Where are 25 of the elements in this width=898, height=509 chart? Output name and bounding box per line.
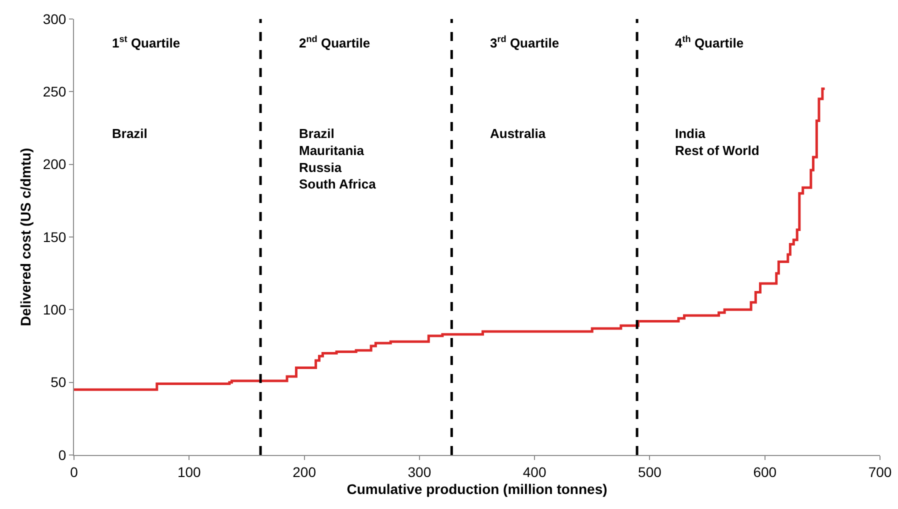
x-tick-label: 300 xyxy=(408,464,432,480)
annotation: Brazil Mauritania Russia South Africa xyxy=(299,126,377,192)
x-tick-label: 600 xyxy=(753,464,777,480)
y-axis-title: Delivered cost (US c/dmtu) xyxy=(17,148,34,326)
x-tick-label: 0 xyxy=(70,464,78,480)
y-tick-label: 150 xyxy=(42,228,66,245)
x-tick-label: 700 xyxy=(868,464,892,480)
y-tick-label: 50 xyxy=(50,374,66,390)
x-tick-label: 100 xyxy=(177,464,202,480)
x-tick-label: 200 xyxy=(292,464,316,480)
annotation: Brazil xyxy=(112,126,148,141)
y-tick-label: 300 xyxy=(42,10,66,27)
y-tick-label: 250 xyxy=(42,84,66,100)
annotation: 4$^{th}$ Quartile xyxy=(675,34,744,50)
annotation: 2$^{nd}$ Quartile xyxy=(299,34,370,50)
annotation: 1$^{st}$ Quartile xyxy=(112,34,180,50)
y-tick-label: 100 xyxy=(42,302,66,318)
annotation: 3$^{rd}$ Quartile xyxy=(490,34,560,50)
annotation: India Rest of World xyxy=(675,126,760,158)
annotation: Australia xyxy=(490,126,546,141)
x-tick-label: 400 xyxy=(522,464,546,480)
y-tick-label: 200 xyxy=(42,156,66,172)
x-axis-title: Cumulative production (million tonnes) xyxy=(346,481,608,498)
x-tick-label: 500 xyxy=(638,464,662,480)
y-tick-label: 0 xyxy=(58,446,66,463)
